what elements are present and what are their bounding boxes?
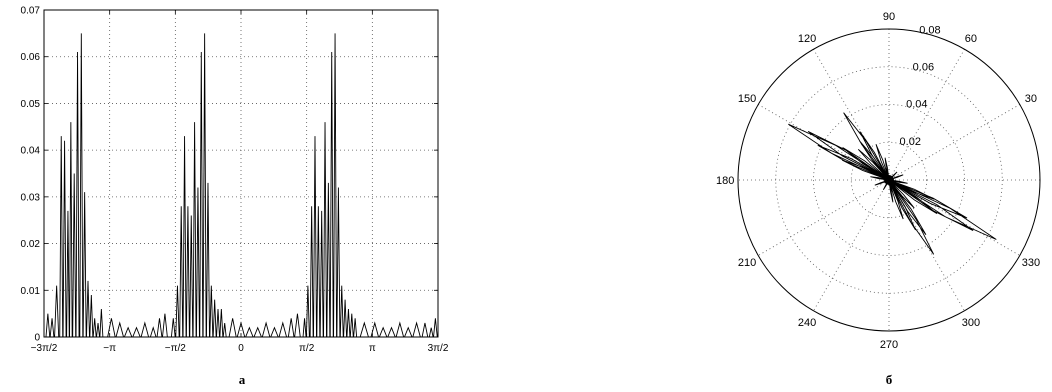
r-tick-label: 0.02: [900, 136, 921, 148]
axes-box: [43, 9, 439, 338]
polar-chart: 30 60 90 120 150 180 210 240 270 300 330 0.02 0.04 0.…: [716, 11, 1041, 351]
y-tick-label: 0.03: [21, 192, 41, 203]
theta-tick-label: 270: [880, 339, 898, 351]
x-tick-label: −3π/2: [31, 343, 58, 354]
y-tick-label: 0.01: [21, 286, 41, 297]
theta-tick-label: 30: [1025, 93, 1037, 105]
theta-tick-label: 150: [738, 93, 756, 105]
polar-outer-ring: [737, 28, 1041, 332]
theta-tick-label: 210: [738, 257, 756, 269]
y-tick-label: 0.06: [21, 52, 41, 63]
series-line: [44, 33, 438, 338]
theta-tick-label: 180: [716, 175, 734, 187]
x-tick-label: 0: [238, 343, 244, 354]
x-tick-label: π: [369, 343, 376, 354]
x-tick-label: π/2: [299, 343, 315, 354]
theta-tick-label: 60: [965, 33, 977, 45]
linear-chart: −3π/2 −π −π/2 0 π/2 π 3π/2 0 0.01 0.02 0.03 0.04 0.0…: [21, 6, 449, 355]
y-tick-label: 0.02: [21, 239, 41, 250]
y-tick-label: 0.04: [21, 146, 41, 157]
polar-center-blob: [884, 175, 894, 185]
y-tick-label: 0.07: [21, 6, 41, 17]
x-tick-label: −π: [103, 343, 116, 354]
x-tick-label: 3π/2: [428, 343, 449, 354]
x-tick-label: −π/2: [165, 343, 187, 354]
r-tick-label: 0.04: [906, 99, 927, 111]
y-tick-label: 0.05: [21, 99, 41, 110]
r-tick-label: 0.06: [913, 61, 934, 73]
panel-label-b: б: [886, 372, 893, 387]
theta-tick-label: 120: [798, 33, 816, 45]
radial-gridline: [813, 104, 965, 256]
radial-gridline: [850, 141, 928, 219]
theta-tick-label: 90: [883, 11, 895, 23]
y-tick-label: 0: [34, 333, 40, 344]
theta-tick-label: 330: [1022, 257, 1040, 269]
panel-label-a: а: [239, 372, 246, 387]
radial-gridline: [775, 66, 1003, 294]
plot-area: [44, 10, 438, 337]
polar-series: [788, 112, 997, 255]
theta-tick-label: 300: [962, 317, 980, 329]
theta-tick-label: 240: [798, 317, 816, 329]
